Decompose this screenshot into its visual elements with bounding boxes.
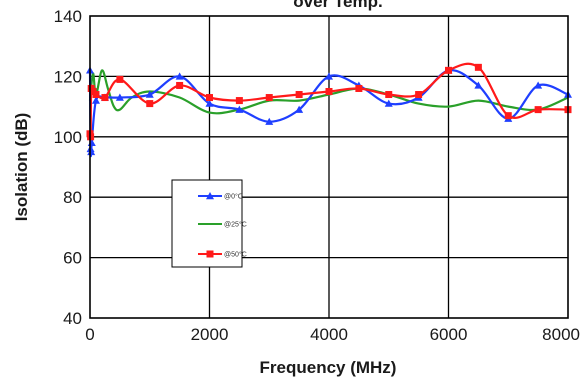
data-point <box>115 93 124 101</box>
x-tick-label: 4000 <box>310 325 348 344</box>
legend-label: @0°C <box>224 193 243 201</box>
data-point <box>415 91 423 99</box>
data-point <box>534 106 542 114</box>
data-point <box>295 105 304 113</box>
data-point <box>325 88 333 95</box>
plot-frame <box>89 15 569 319</box>
x-tick-label: 2000 <box>191 325 229 344</box>
y-tick-label: 140 <box>54 7 82 26</box>
data-point <box>235 97 243 105</box>
legend-label: @50°C <box>224 251 247 259</box>
y-tick-label: 120 <box>54 67 82 86</box>
data-point <box>101 94 109 102</box>
data-point <box>474 63 482 71</box>
y-axis-title: Isolation (dB) <box>12 113 31 222</box>
data-point <box>474 81 483 89</box>
data-point <box>445 66 452 74</box>
y-tick-label: 80 <box>63 188 82 207</box>
data-point <box>176 81 184 89</box>
x-tick-label: 8000 <box>542 325 580 344</box>
data-point <box>534 81 543 89</box>
data-point <box>295 91 303 99</box>
data-point <box>206 94 213 102</box>
data-point <box>235 105 244 113</box>
y-tick-label: 100 <box>54 128 82 147</box>
legend: @0°C @25°C @50°C <box>171 179 247 268</box>
data-point <box>265 117 274 125</box>
data-point <box>116 75 124 83</box>
series-line <box>88 69 569 158</box>
chart-title: over Temp. <box>293 0 382 11</box>
legend-item: @0°C <box>198 192 243 201</box>
y-tick-label: 60 <box>63 249 82 268</box>
data-point <box>92 91 100 99</box>
data-point <box>87 147 96 156</box>
tick-labels: 40 60 80 100 120 140 0 2000 4000 6000 8000 <box>54 7 580 344</box>
data-point <box>91 96 100 104</box>
data-point <box>504 112 512 120</box>
legend-item: @50°C <box>198 250 247 259</box>
y-tick-label: 40 <box>63 309 82 328</box>
data-point <box>355 84 363 92</box>
data-point <box>175 72 184 80</box>
data-point <box>205 99 214 107</box>
legend-marker <box>206 250 214 258</box>
grid <box>90 16 568 318</box>
data-point <box>385 91 393 99</box>
x-axis-title: Frequency (MHz) <box>260 358 397 377</box>
data-point <box>146 100 154 108</box>
data-point <box>384 99 393 107</box>
data-point <box>145 90 154 98</box>
x-tick-label: 6000 <box>430 325 468 344</box>
legend-marker <box>206 192 214 200</box>
data-point <box>325 72 333 80</box>
legend-item: @25°C <box>198 221 247 229</box>
data-point <box>265 94 273 102</box>
legend-label: @25°C <box>224 221 247 229</box>
x-tick-label: 0 <box>85 325 94 344</box>
